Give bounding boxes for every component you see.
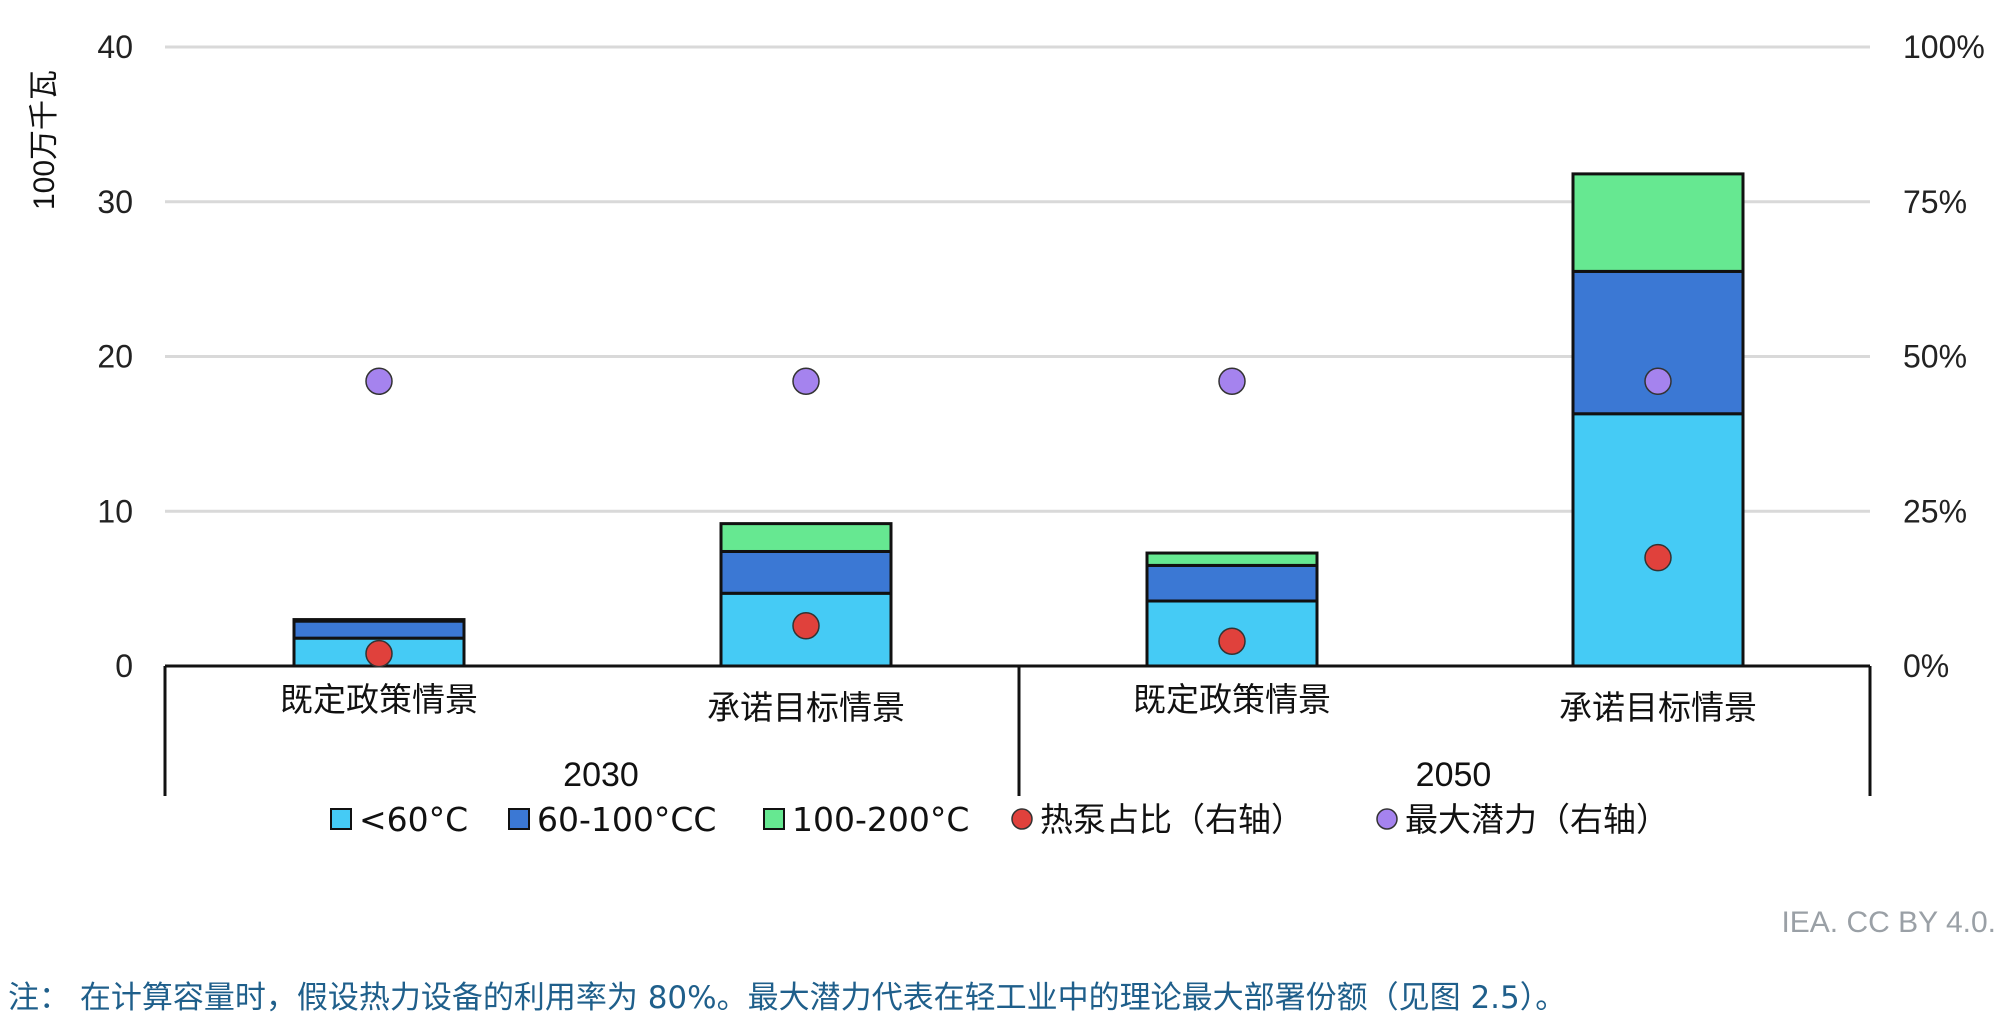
legend-label: 最大潜力（右轴） bbox=[1405, 800, 1669, 839]
legend-marker bbox=[1376, 808, 1398, 830]
y2-tick-label: 50% bbox=[1903, 339, 1967, 375]
bar-segment bbox=[1145, 551, 1319, 567]
category-label: 承诺目标情景 bbox=[1559, 688, 1757, 727]
points bbox=[365, 367, 1672, 668]
y-tick-label: 30 bbox=[97, 184, 133, 220]
data-point bbox=[365, 367, 393, 396]
data-point bbox=[365, 639, 393, 668]
category-label: 既定政策情景 bbox=[280, 680, 478, 719]
y2-tick-label: 75% bbox=[1903, 184, 1967, 220]
source-credit: IEA. CC BY 4.0. bbox=[1781, 906, 1996, 939]
y2-tick-label: 100% bbox=[1903, 29, 1985, 65]
bar-segment bbox=[1571, 172, 1745, 273]
bar-segment bbox=[719, 522, 893, 553]
chart-note: 注： 在计算容量时，假设热力设备的利用率为 80%。最大潜力代表在轻工业中的理论… bbox=[8, 980, 1566, 1016]
y-tick-label: 40 bbox=[97, 29, 133, 65]
legend-swatch bbox=[763, 808, 785, 830]
bar-segment bbox=[1145, 563, 1319, 603]
legend: <60°C 60-100°CC 100-200°C 热泵占比（右轴） 最大潜力（右轴） bbox=[330, 800, 1669, 839]
y2-tick-label: 25% bbox=[1903, 493, 1967, 529]
data-point bbox=[1218, 367, 1246, 396]
category-label: 承诺目标情景 bbox=[707, 688, 905, 727]
legend-label: 热泵占比（右轴） bbox=[1040, 800, 1304, 839]
legend-label: <60°C bbox=[359, 800, 468, 839]
legend-swatch bbox=[330, 808, 352, 830]
y-tick-label: 20 bbox=[97, 339, 133, 375]
data-point bbox=[792, 367, 820, 396]
y-tick-label: 0 bbox=[115, 648, 133, 684]
bar-segment bbox=[292, 619, 466, 640]
legend-swatch bbox=[508, 808, 530, 830]
group-label: 2030 bbox=[563, 756, 639, 794]
data-point bbox=[1644, 543, 1672, 572]
y-tick-label: 10 bbox=[97, 493, 133, 529]
legend-marker bbox=[1011, 808, 1033, 830]
bar-segment bbox=[292, 618, 466, 623]
bar-segment bbox=[1571, 412, 1745, 668]
legend-label: 60-100°CC bbox=[537, 800, 716, 839]
y-axis-label: 100万千瓦 bbox=[28, 70, 61, 210]
bars bbox=[292, 172, 1745, 668]
data-point bbox=[1218, 627, 1246, 655]
bar-segment bbox=[719, 549, 893, 595]
legend-label: 100-200°C bbox=[792, 800, 969, 839]
y2-tick-label: 0% bbox=[1903, 648, 1949, 684]
group-label: 2050 bbox=[1416, 756, 1492, 794]
data-point bbox=[792, 612, 820, 640]
data-point bbox=[1644, 367, 1672, 396]
category-label: 既定政策情景 bbox=[1133, 680, 1331, 719]
